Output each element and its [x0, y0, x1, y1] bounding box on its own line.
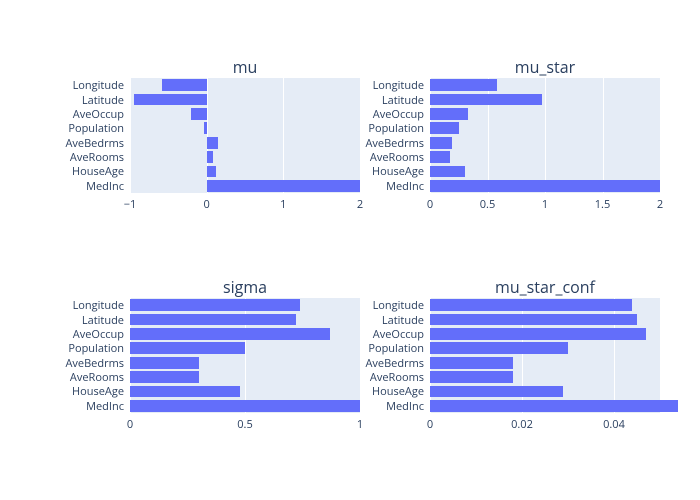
bar — [130, 299, 300, 311]
bar — [162, 79, 206, 91]
y-tick-label: Longitude — [73, 298, 124, 313]
bar — [430, 151, 450, 163]
bar — [430, 314, 637, 326]
bar — [130, 342, 245, 354]
y-tick-label: AveOccup — [373, 107, 424, 122]
x-tick-label: 1.5 — [595, 197, 610, 212]
x-tick-label: 0.04 — [603, 417, 625, 432]
y-tick-label: AveOccup — [73, 327, 124, 342]
bar — [191, 108, 206, 120]
plot-area: 00.020.04LongitudeLatitudeAveOccupPopula… — [430, 298, 660, 413]
y-tick-label: AveRooms — [370, 150, 424, 165]
bar — [430, 137, 452, 149]
panel-title: mu_star_conf — [430, 276, 660, 298]
bar — [130, 314, 296, 326]
panel-title: mu — [130, 56, 360, 78]
y-tick-label: MedInc — [86, 399, 124, 414]
y-tick-label: Population — [68, 341, 124, 356]
x-tick-label: 0.5 — [480, 197, 495, 212]
x-tick-label: 0 — [427, 197, 433, 212]
bar — [207, 166, 216, 178]
plot-area: 00.511.52LongitudeLatitudeAveOccupPopula… — [430, 78, 660, 193]
x-tick-label: 1 — [357, 417, 363, 432]
y-tick-label: AveBedrms — [365, 136, 424, 151]
y-tick-label: Latitude — [82, 93, 124, 108]
y-tick-label: AveOccup — [373, 327, 424, 342]
bar — [430, 108, 468, 120]
y-tick-label: HouseAge — [372, 384, 424, 399]
plot-area: −1012LongitudeLatitudeAveOccupPopulation… — [130, 78, 360, 193]
bar — [130, 328, 330, 340]
y-tick-label: HouseAge — [72, 164, 124, 179]
bar — [207, 137, 219, 149]
y-tick-label: Latitude — [82, 313, 124, 328]
bar — [430, 371, 513, 383]
y-tick-label: Longitude — [73, 78, 124, 93]
bar — [134, 94, 207, 106]
y-tick-label: Population — [368, 341, 424, 356]
plot-area: 00.51LongitudeLatitudeAveOccupPopulation… — [130, 298, 360, 413]
bar — [430, 357, 513, 369]
x-tick-label: 0 — [427, 417, 433, 432]
y-tick-label: AveRooms — [70, 370, 124, 385]
y-tick-label: Population — [368, 121, 424, 136]
gridline — [283, 78, 284, 193]
bar — [130, 400, 360, 412]
bar — [430, 180, 660, 192]
gridline — [130, 78, 131, 193]
bar — [430, 400, 678, 412]
bar — [430, 166, 465, 178]
panel-mu-star-conf: mu_star_conf 00.020.04LongitudeLatitudeA… — [430, 298, 660, 413]
panel-title: sigma — [130, 276, 360, 298]
y-tick-label: MedInc — [386, 399, 424, 414]
y-tick-label: AveBedrms — [65, 136, 124, 151]
y-tick-label: AveBedrms — [365, 356, 424, 371]
panel-mu-star: mu_star 00.511.52LongitudeLatitudeAveOcc… — [430, 78, 660, 193]
y-tick-label: AveRooms — [70, 150, 124, 165]
gridline — [360, 298, 361, 413]
bar — [430, 328, 646, 340]
x-tick-label: 0.02 — [511, 417, 533, 432]
y-tick-label: Population — [68, 121, 124, 136]
bar — [130, 371, 199, 383]
y-tick-label: HouseAge — [372, 164, 424, 179]
y-tick-label: AveBedrms — [65, 356, 124, 371]
x-tick-label: 0 — [127, 417, 133, 432]
panel-title: mu_star — [430, 56, 660, 78]
bar — [430, 79, 497, 91]
gridline — [660, 78, 661, 193]
gridline — [360, 78, 361, 193]
y-tick-label: Longitude — [373, 78, 424, 93]
bar — [130, 357, 199, 369]
panel-sigma: sigma 00.51LongitudeLatitudeAveOccupPopu… — [130, 298, 360, 413]
y-tick-label: Latitude — [382, 313, 424, 328]
bar — [430, 122, 459, 134]
y-tick-label: AveOccup — [73, 107, 124, 122]
bar — [430, 299, 632, 311]
bar — [430, 386, 563, 398]
bar — [207, 151, 213, 163]
bar — [430, 94, 542, 106]
x-tick-label: 2 — [357, 197, 363, 212]
x-tick-label: 2 — [657, 197, 663, 212]
y-tick-label: HouseAge — [72, 384, 124, 399]
bar — [130, 386, 240, 398]
y-tick-label: AveRooms — [370, 370, 424, 385]
bar — [430, 342, 568, 354]
y-tick-label: Latitude — [382, 93, 424, 108]
gridline — [545, 78, 546, 193]
panel-mu: mu −1012LongitudeLatitudeAveOccupPopulat… — [130, 78, 360, 193]
x-tick-label: 1 — [280, 197, 286, 212]
x-tick-label: 0.5 — [237, 417, 252, 432]
bar — [207, 180, 360, 192]
gridline — [603, 78, 604, 193]
y-tick-label: MedInc — [386, 179, 424, 194]
x-tick-label: 0 — [204, 197, 210, 212]
y-tick-label: Longitude — [373, 298, 424, 313]
bar — [204, 122, 207, 134]
x-tick-label: 1 — [542, 197, 548, 212]
y-tick-label: MedInc — [86, 179, 124, 194]
x-tick-label: −1 — [124, 197, 137, 212]
figure-root: mu −1012LongitudeLatitudeAveOccupPopulat… — [0, 0, 700, 500]
